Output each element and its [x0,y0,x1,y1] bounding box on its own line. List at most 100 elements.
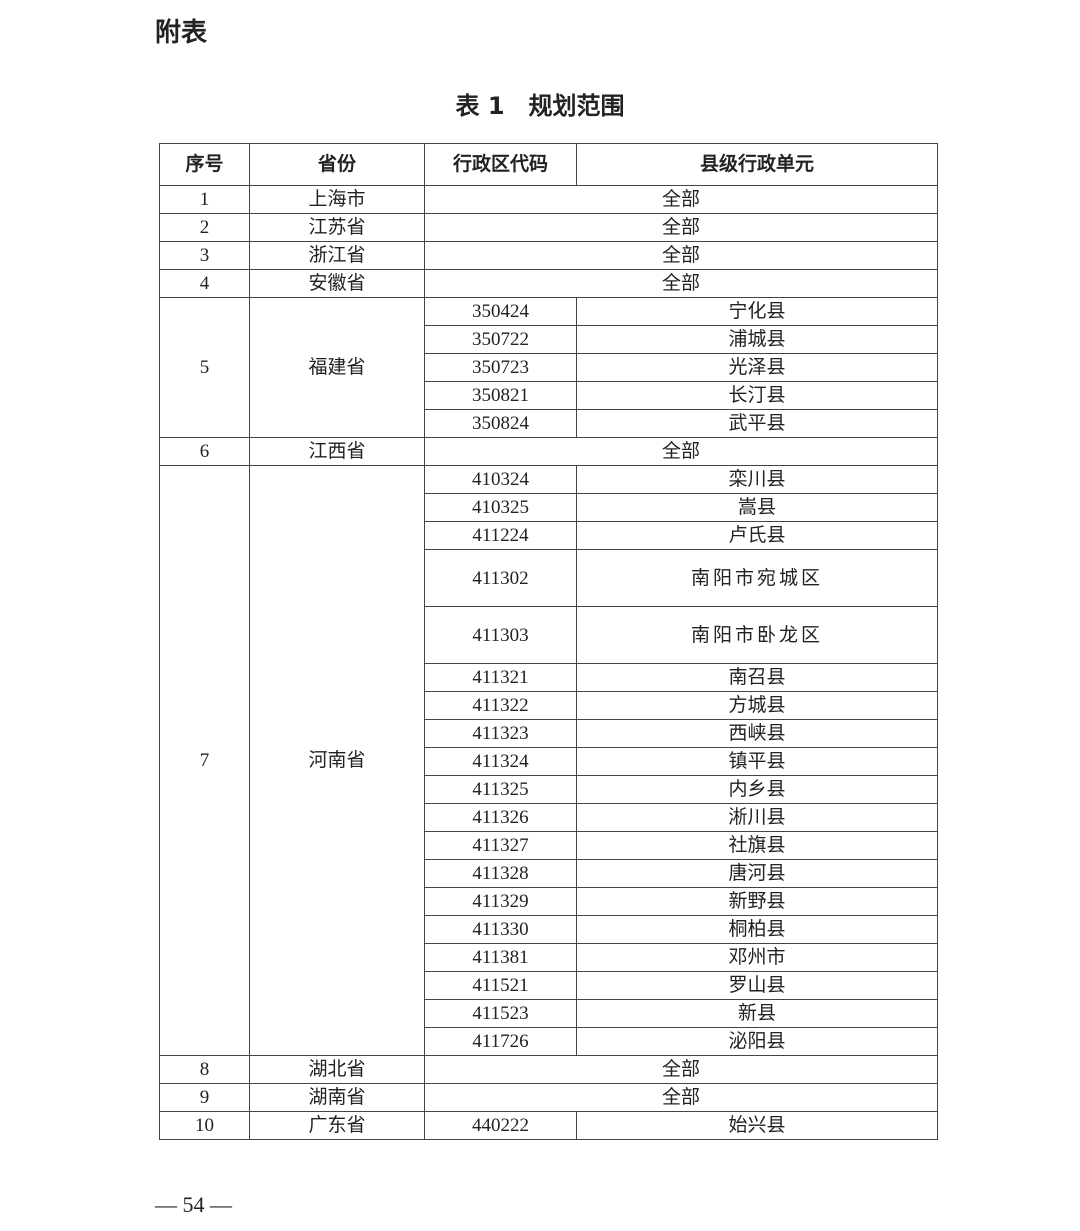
admin-code: 411330 [424,915,577,944]
county-name: 始兴县 [576,1111,938,1140]
county-name: 西峡县 [576,719,938,748]
row-number: 4 [159,269,250,298]
table-row: 2 江苏省 全部 [159,213,938,242]
province: 湖南省 [249,1083,425,1112]
county-name: 浦城县 [576,325,938,354]
county-all: 全部 [424,213,938,242]
county-name: 武平县 [576,409,938,438]
table-row: 1 上海市 全部 [159,185,938,214]
table-row: 411303 南阳市卧龙区 [160,606,938,664]
page-number: — 54 — [155,1192,232,1217]
table-row: 4 安徽省 全部 [159,269,938,298]
table-row: 6 江西省 全部 [159,437,938,466]
county-all: 全部 [424,1083,938,1112]
header-no: 序号 [159,143,250,186]
admin-code: 411521 [424,971,577,1000]
appendix-heading: 附表 [155,18,208,48]
county-name: 唐河县 [576,859,938,888]
county-name: 泌阳县 [576,1027,938,1056]
county-name: 光泽县 [576,353,938,382]
row-number: 5 [159,297,250,438]
admin-code: 350722 [424,325,577,354]
county-name: 新县 [576,999,938,1028]
table-row: 350821 长汀县 [160,381,938,410]
county-name: 新野县 [576,887,938,916]
county-all: 全部 [424,269,938,298]
county-name: 南召县 [576,663,938,692]
province: 湖北省 [249,1055,425,1084]
admin-code: 410325 [424,493,577,522]
header-province: 省份 [249,143,425,186]
province: 福建省 [249,297,425,438]
province: 江苏省 [249,213,425,242]
admin-code: 411726 [424,1027,577,1056]
county-name: 栾川县 [576,465,938,494]
table-row: 10 广东省 440222 始兴县 [159,1111,938,1140]
county-all: 全部 [424,437,938,466]
table-row: 411302 南阳市宛城区 [160,549,938,607]
table-row: 5 福建省 350424 宁化县 [159,297,938,438]
table-row: 411327 社旗县 [160,831,938,860]
county-name: 南阳市卧龙区 [576,606,938,664]
table-row: 3 浙江省 全部 [159,241,938,270]
county-name: 卢氏县 [576,521,938,550]
admin-code: 411324 [424,747,577,776]
province: 上海市 [249,185,425,214]
county-all: 全部 [424,1055,938,1084]
row-number: 1 [159,185,250,214]
province: 广东省 [249,1111,425,1140]
header-county: 县级行政单元 [576,143,938,186]
admin-code: 411326 [424,803,577,832]
county-name: 南阳市宛城区 [576,549,938,607]
county-name: 邓州市 [576,943,938,972]
row-number: 8 [159,1055,250,1084]
admin-code: 411329 [424,887,577,916]
table-row: 411224 卢氏县 [160,521,938,550]
county-name: 罗山县 [576,971,938,1000]
admin-code: 411322 [424,691,577,720]
table-row: 8 湖北省 全部 [159,1055,938,1084]
admin-code: 411325 [424,775,577,804]
county-all: 全部 [424,185,938,214]
table-row: 411322 方城县 [160,691,938,720]
table-row: 350722 浦城县 [160,325,938,354]
row-number: 2 [159,213,250,242]
table-row: 411324 镇平县 [160,747,938,776]
admin-code: 411224 [424,521,577,550]
table-row: 411328 唐河县 [160,859,938,888]
table-row: 350824 武平县 [160,409,938,438]
county-all: 全部 [424,241,938,270]
table-row: 350723 光泽县 [160,353,938,382]
admin-code: 411323 [424,719,577,748]
county-name: 社旗县 [576,831,938,860]
admin-code: 350723 [424,353,577,382]
county-name: 桐柏县 [576,915,938,944]
admin-code: 410324 [424,465,577,494]
table-row: 411325 内乡县 [160,775,938,804]
table-row: 9 湖南省 全部 [159,1083,938,1112]
row-number: 3 [159,241,250,270]
admin-code: 350821 [424,381,577,410]
admin-code: 411328 [424,859,577,888]
row-number: 9 [159,1083,250,1112]
province: 江西省 [249,437,425,466]
table-row: 411726 泌阳县 [160,1027,938,1056]
admin-code: 411321 [424,663,577,692]
planning-scope-table: 序号 省份 行政区代码 县级行政单元 1 上海市 全部 2 江苏省 全部 3 浙江省 全部 4 安徽… [159,143,938,1140]
admin-code: 440222 [424,1111,577,1140]
row-number: 6 [159,437,250,466]
table-row: 411521 罗山县 [160,971,938,1000]
county-name: 方城县 [576,691,938,720]
table-row: 411326 淅川县 [160,803,938,832]
admin-code: 350824 [424,409,577,438]
province: 安徽省 [249,269,425,298]
county-name: 宁化县 [576,297,938,326]
admin-code: 411381 [424,943,577,972]
table-title: 表 1 规划范围 [455,92,625,120]
table-row: 410325 嵩县 [160,493,938,522]
county-name: 长汀县 [576,381,938,410]
admin-code: 411523 [424,999,577,1028]
row-number: 7 [159,465,250,1056]
county-name: 镇平县 [576,747,938,776]
table-row: 7 河南省 410324 栾川县 [159,465,938,1056]
